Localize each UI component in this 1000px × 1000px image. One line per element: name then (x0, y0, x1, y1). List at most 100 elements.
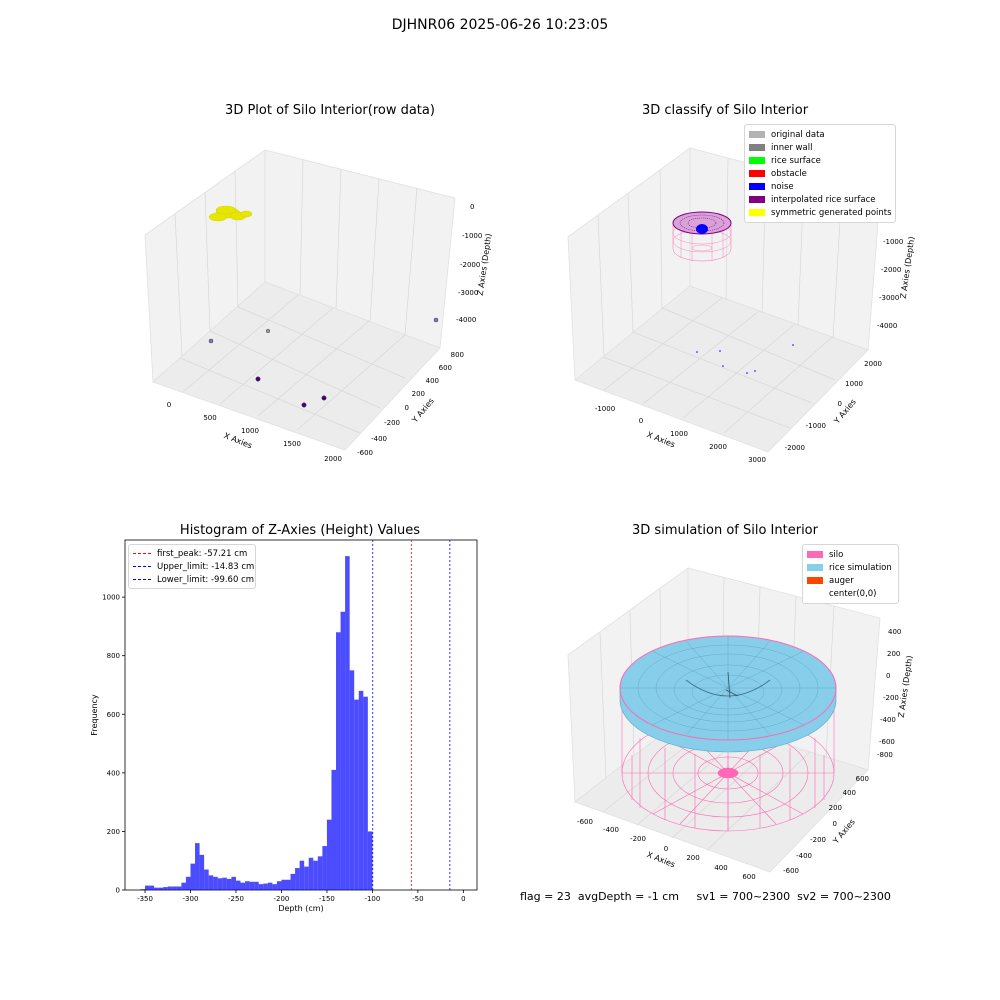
legend-label: rice simulation (829, 562, 892, 573)
legend-item: first_peak: -57.21 cm (133, 547, 251, 560)
plot4-z-label: Z Axies (Depth) (897, 655, 915, 718)
legend-label: rice surface (771, 155, 821, 166)
histogram-title: Histogram of Z-Axies (Height) Values (179, 523, 421, 538)
plot1-y-tick: 0 (405, 404, 409, 412)
plot2-z-tick: -2000 (881, 266, 901, 274)
plot4-x-tick: -600 (577, 818, 593, 826)
legend-label: Upper_limit: -14.83 cm (157, 561, 255, 572)
legend-label: Lower_limit: -99.60 cm (157, 574, 255, 585)
histogram-x-tick-label: 0 (461, 895, 465, 903)
plot2-y-tick: 0 (838, 400, 842, 408)
histogram-bar (204, 869, 209, 890)
plot2-x-tick: 0 (639, 417, 643, 425)
plot1-z-tick: -1000 (462, 232, 482, 240)
histogram-x-tick-label: -350 (137, 895, 153, 903)
plot1-x-tick: 2000 (324, 455, 342, 463)
plot2-z-tick: -3000 (879, 294, 899, 302)
histogram-bar (240, 882, 246, 890)
legend-label: interpolated rice surface (771, 194, 876, 205)
legend-line (133, 579, 151, 580)
plot1-x-tick: 1000 (241, 427, 259, 435)
legend-item: Upper_limit: -14.83 cm (133, 560, 255, 573)
histogram-bar (254, 881, 259, 890)
legend-swatch (749, 196, 765, 203)
histogram-legend: first_peak: -57.21 cm Upper_limit: -14.8… (128, 544, 256, 589)
plot2-x-tick: -1000 (595, 405, 615, 413)
legend-item: center(0,0) (807, 587, 894, 600)
plot2-interpolated-surface (672, 211, 732, 262)
histogram-y-tick-label: 800 (107, 652, 120, 660)
legend-label: center(0,0) (829, 588, 877, 599)
legend-label: original data (771, 129, 825, 140)
histogram-bar (340, 611, 346, 890)
legend-line (133, 553, 151, 554)
legend-swatch (749, 144, 765, 151)
legend-label: silo (829, 549, 844, 560)
plot4-x-tick: -400 (603, 826, 619, 834)
histogram-bar (176, 886, 182, 890)
histogram-x-tick-label: -100 (364, 895, 380, 903)
plot1-floor-pane (152, 281, 441, 451)
histogram-bar (317, 856, 323, 890)
histogram-bar (304, 866, 309, 890)
histogram-x-tick-label: -250 (228, 895, 244, 903)
plot4-z-tick: -200 (883, 694, 899, 702)
legend-swatch (749, 209, 765, 216)
legend-swatch (807, 590, 823, 597)
legend-item: obstacle (749, 167, 891, 180)
legend-label: first_peak: -57.21 cm (157, 548, 248, 559)
histogram-bar (245, 881, 250, 890)
histogram-bar (281, 879, 286, 890)
legend-label: symmetric generated points (771, 207, 892, 218)
histogram-x-tick-label: -50 (412, 895, 423, 903)
histogram-bar (367, 831, 373, 890)
status-footer: flag = 23 avgDepth = -1 cm sv1 = 700~230… (520, 890, 891, 903)
plot4-x-tick: 600 (742, 873, 755, 881)
legend-swatch (807, 564, 823, 571)
histogram-bar (185, 876, 191, 890)
plot2-z-tick: -1000 (883, 238, 903, 246)
histogram-bar (235, 880, 241, 890)
plot1-y-tick: 800 (451, 351, 464, 359)
plot1-y-tick: 600 (439, 364, 452, 372)
histogram-x-tick-label: -200 (273, 895, 289, 903)
histogram-bar (149, 885, 155, 890)
legend-item: interpolated rice surface (749, 193, 891, 206)
histogram-bar (163, 887, 168, 890)
histogram-bar (226, 878, 232, 890)
histogram-bar (195, 843, 200, 890)
histogram-bar (308, 857, 314, 890)
plot2-y-tick: -2000 (785, 444, 805, 452)
histogram-y-tick-label: 0 (116, 887, 120, 895)
figure-suptitle: DJHNR06 2025-06-26 10:23:05 (391, 17, 609, 33)
histogram-x-tick-label: -300 (183, 895, 199, 903)
histogram-bar (272, 884, 277, 890)
legend-item: noise (749, 180, 891, 193)
legend-item: rice surface (749, 154, 891, 167)
histogram-bar (249, 881, 255, 890)
histogram-x-label: Depth (cm) (278, 904, 323, 913)
plot1-y-tick: 200 (412, 390, 425, 398)
plot2-legend: original data inner wall rice surface ob… (744, 124, 896, 223)
histogram-bar (199, 854, 205, 890)
legend-item: symmetric generated points (749, 206, 892, 219)
histogram-y-tick-label: 200 (107, 828, 120, 836)
histogram-y-label: Frequency (90, 694, 99, 736)
plot1-z-tick: -3000 (458, 289, 478, 297)
plot4-x-tick: -200 (630, 835, 646, 843)
legend-swatch (749, 131, 765, 138)
plot2-y-tick: -1000 (806, 422, 826, 430)
histogram-bar (345, 556, 350, 890)
plot2-x-tick: 1000 (670, 430, 688, 438)
histogram-bar (363, 696, 368, 890)
histogram-y-tick-label: 600 (107, 711, 120, 719)
histogram-bar (172, 886, 177, 890)
plot4-y-tick: 0 (833, 820, 837, 828)
legend-item: rice simulation (807, 561, 894, 574)
legend-label: noise (771, 181, 794, 192)
legend-swatch (749, 183, 765, 190)
legend-label: obstacle (771, 168, 807, 179)
